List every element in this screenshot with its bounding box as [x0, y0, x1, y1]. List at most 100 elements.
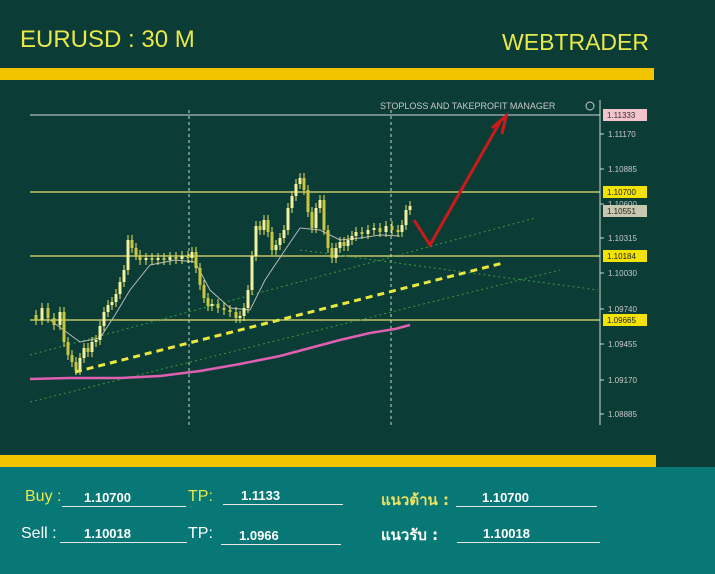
level-tags: 1.11333 1.10700 1.10551 1.10184 1.09665 — [603, 109, 647, 326]
order-panel: Buy : 1.10700 TP: 1.1133 แนวต้าน : 1.107… — [0, 467, 715, 574]
candle-body — [242, 308, 246, 316]
price-axis-label: 1.09740 — [608, 305, 637, 314]
candle-body — [70, 355, 74, 362]
candle-body — [168, 257, 172, 260]
manager-close-icon — [585, 101, 595, 111]
support-field[interactable]: 1.10018 — [457, 525, 600, 543]
price-axis-label: 1.10315 — [608, 234, 637, 243]
candle-body — [150, 258, 154, 260]
trend-line — [74, 261, 504, 374]
candle-body — [156, 258, 160, 260]
candle-body — [234, 312, 238, 318]
level-tag-label: 1.10700 — [607, 188, 636, 197]
level-tag-label: 1.09665 — [607, 316, 636, 325]
candle-body — [238, 316, 242, 318]
top-accent-bar — [0, 68, 654, 80]
candle-body — [342, 242, 346, 246]
candle-body — [294, 184, 298, 196]
candle-body — [258, 226, 262, 230]
candle-body — [66, 342, 70, 355]
candle-body — [102, 312, 106, 326]
candle-body — [404, 210, 408, 225]
candle-body — [354, 232, 358, 236]
candle-body — [78, 358, 82, 370]
channel-line — [29, 269, 561, 403]
candle-body — [330, 248, 334, 258]
candle-body — [74, 362, 78, 370]
level-tag-bg — [603, 250, 647, 262]
candle-body — [290, 196, 294, 208]
resistance-field[interactable]: 1.10700 — [456, 489, 597, 507]
candle-body — [186, 256, 190, 258]
candle-body — [298, 178, 302, 184]
level-tag-bg — [603, 314, 647, 326]
candle-body — [34, 315, 38, 320]
candle-body — [408, 206, 412, 210]
candle-body — [222, 308, 226, 310]
forecast-arrow — [412, 121, 502, 248]
candle-body — [198, 268, 202, 285]
candle-body — [190, 252, 194, 258]
candle-body — [384, 226, 388, 232]
candle-body — [338, 242, 342, 248]
candle-body — [326, 230, 330, 248]
candle-body — [94, 340, 98, 342]
candle-body — [262, 220, 266, 230]
candle-body — [346, 240, 350, 246]
candle-body — [180, 256, 184, 259]
candlestick-series — [34, 173, 412, 375]
candle-body — [162, 258, 166, 260]
chart-svg: STOPLOSS AND TAKEPROFIT MANAGER 1.111701… — [29, 100, 647, 425]
candle-body — [306, 190, 310, 212]
price-axis-label: 1.10030 — [608, 269, 637, 278]
buy-price-field[interactable]: 1.10700 — [62, 489, 186, 507]
sell-price-field[interactable]: 1.10018 — [60, 525, 187, 543]
candle-body — [40, 308, 44, 320]
candle-body — [90, 342, 94, 352]
price-axis-labels: 1.11170 1.10885 1.10600 1.10315 1.10030 1.097… — [600, 130, 637, 419]
manager-label: STOPLOSS AND TAKEPROFIT MANAGER — [380, 101, 556, 111]
buy-tp-field[interactable]: 1.1133 — [223, 487, 343, 505]
level-tag-bg — [603, 109, 647, 121]
candle-body — [266, 220, 270, 232]
support-label: แนวรับ : — [381, 526, 439, 544]
price-chart[interactable]: STOPLOSS AND TAKEPROFIT MANAGER 1.11170 1… — [0, 80, 654, 455]
channel-line — [29, 217, 536, 356]
candle-body — [122, 270, 126, 282]
candle-body — [206, 298, 210, 306]
sell-tp-label: TP: — [188, 525, 213, 542]
candle-body — [302, 178, 306, 190]
candle-body — [210, 304, 214, 306]
candle-body — [250, 256, 254, 290]
candle-body — [254, 226, 258, 256]
candle-body — [194, 252, 198, 268]
candle-body — [396, 230, 400, 232]
candle-body — [246, 290, 250, 308]
candle-body — [322, 200, 326, 230]
candle-body — [216, 304, 220, 308]
candle-body — [130, 240, 134, 248]
sell-tp-field[interactable]: 1.0966 — [221, 527, 341, 545]
candle-body — [52, 318, 56, 325]
candle-body — [350, 236, 354, 240]
candle-body — [366, 230, 370, 234]
candle-body — [82, 348, 86, 358]
buy-label: Buy : — [25, 488, 62, 505]
candle-body — [228, 310, 232, 312]
price-axis-label: 1.08885 — [608, 410, 637, 419]
level-tag-bg — [603, 186, 647, 198]
symbol-title: EURUSD : 30 M — [20, 26, 195, 53]
candle-body — [110, 302, 114, 305]
price-axis-label: 1.09170 — [608, 376, 637, 385]
forecast-arrowhead — [491, 111, 509, 135]
candle-body — [98, 326, 102, 340]
price-axis-label: 1.10885 — [608, 165, 637, 174]
candle-body — [274, 245, 278, 250]
bottom-accent-bar — [0, 455, 656, 467]
candle-body — [174, 257, 178, 259]
candle-body — [334, 248, 338, 258]
sell-label: Sell : — [21, 525, 57, 542]
candle-body — [270, 232, 274, 250]
price-axis-label: 1.10600 — [608, 200, 637, 209]
candle-body — [118, 282, 122, 294]
